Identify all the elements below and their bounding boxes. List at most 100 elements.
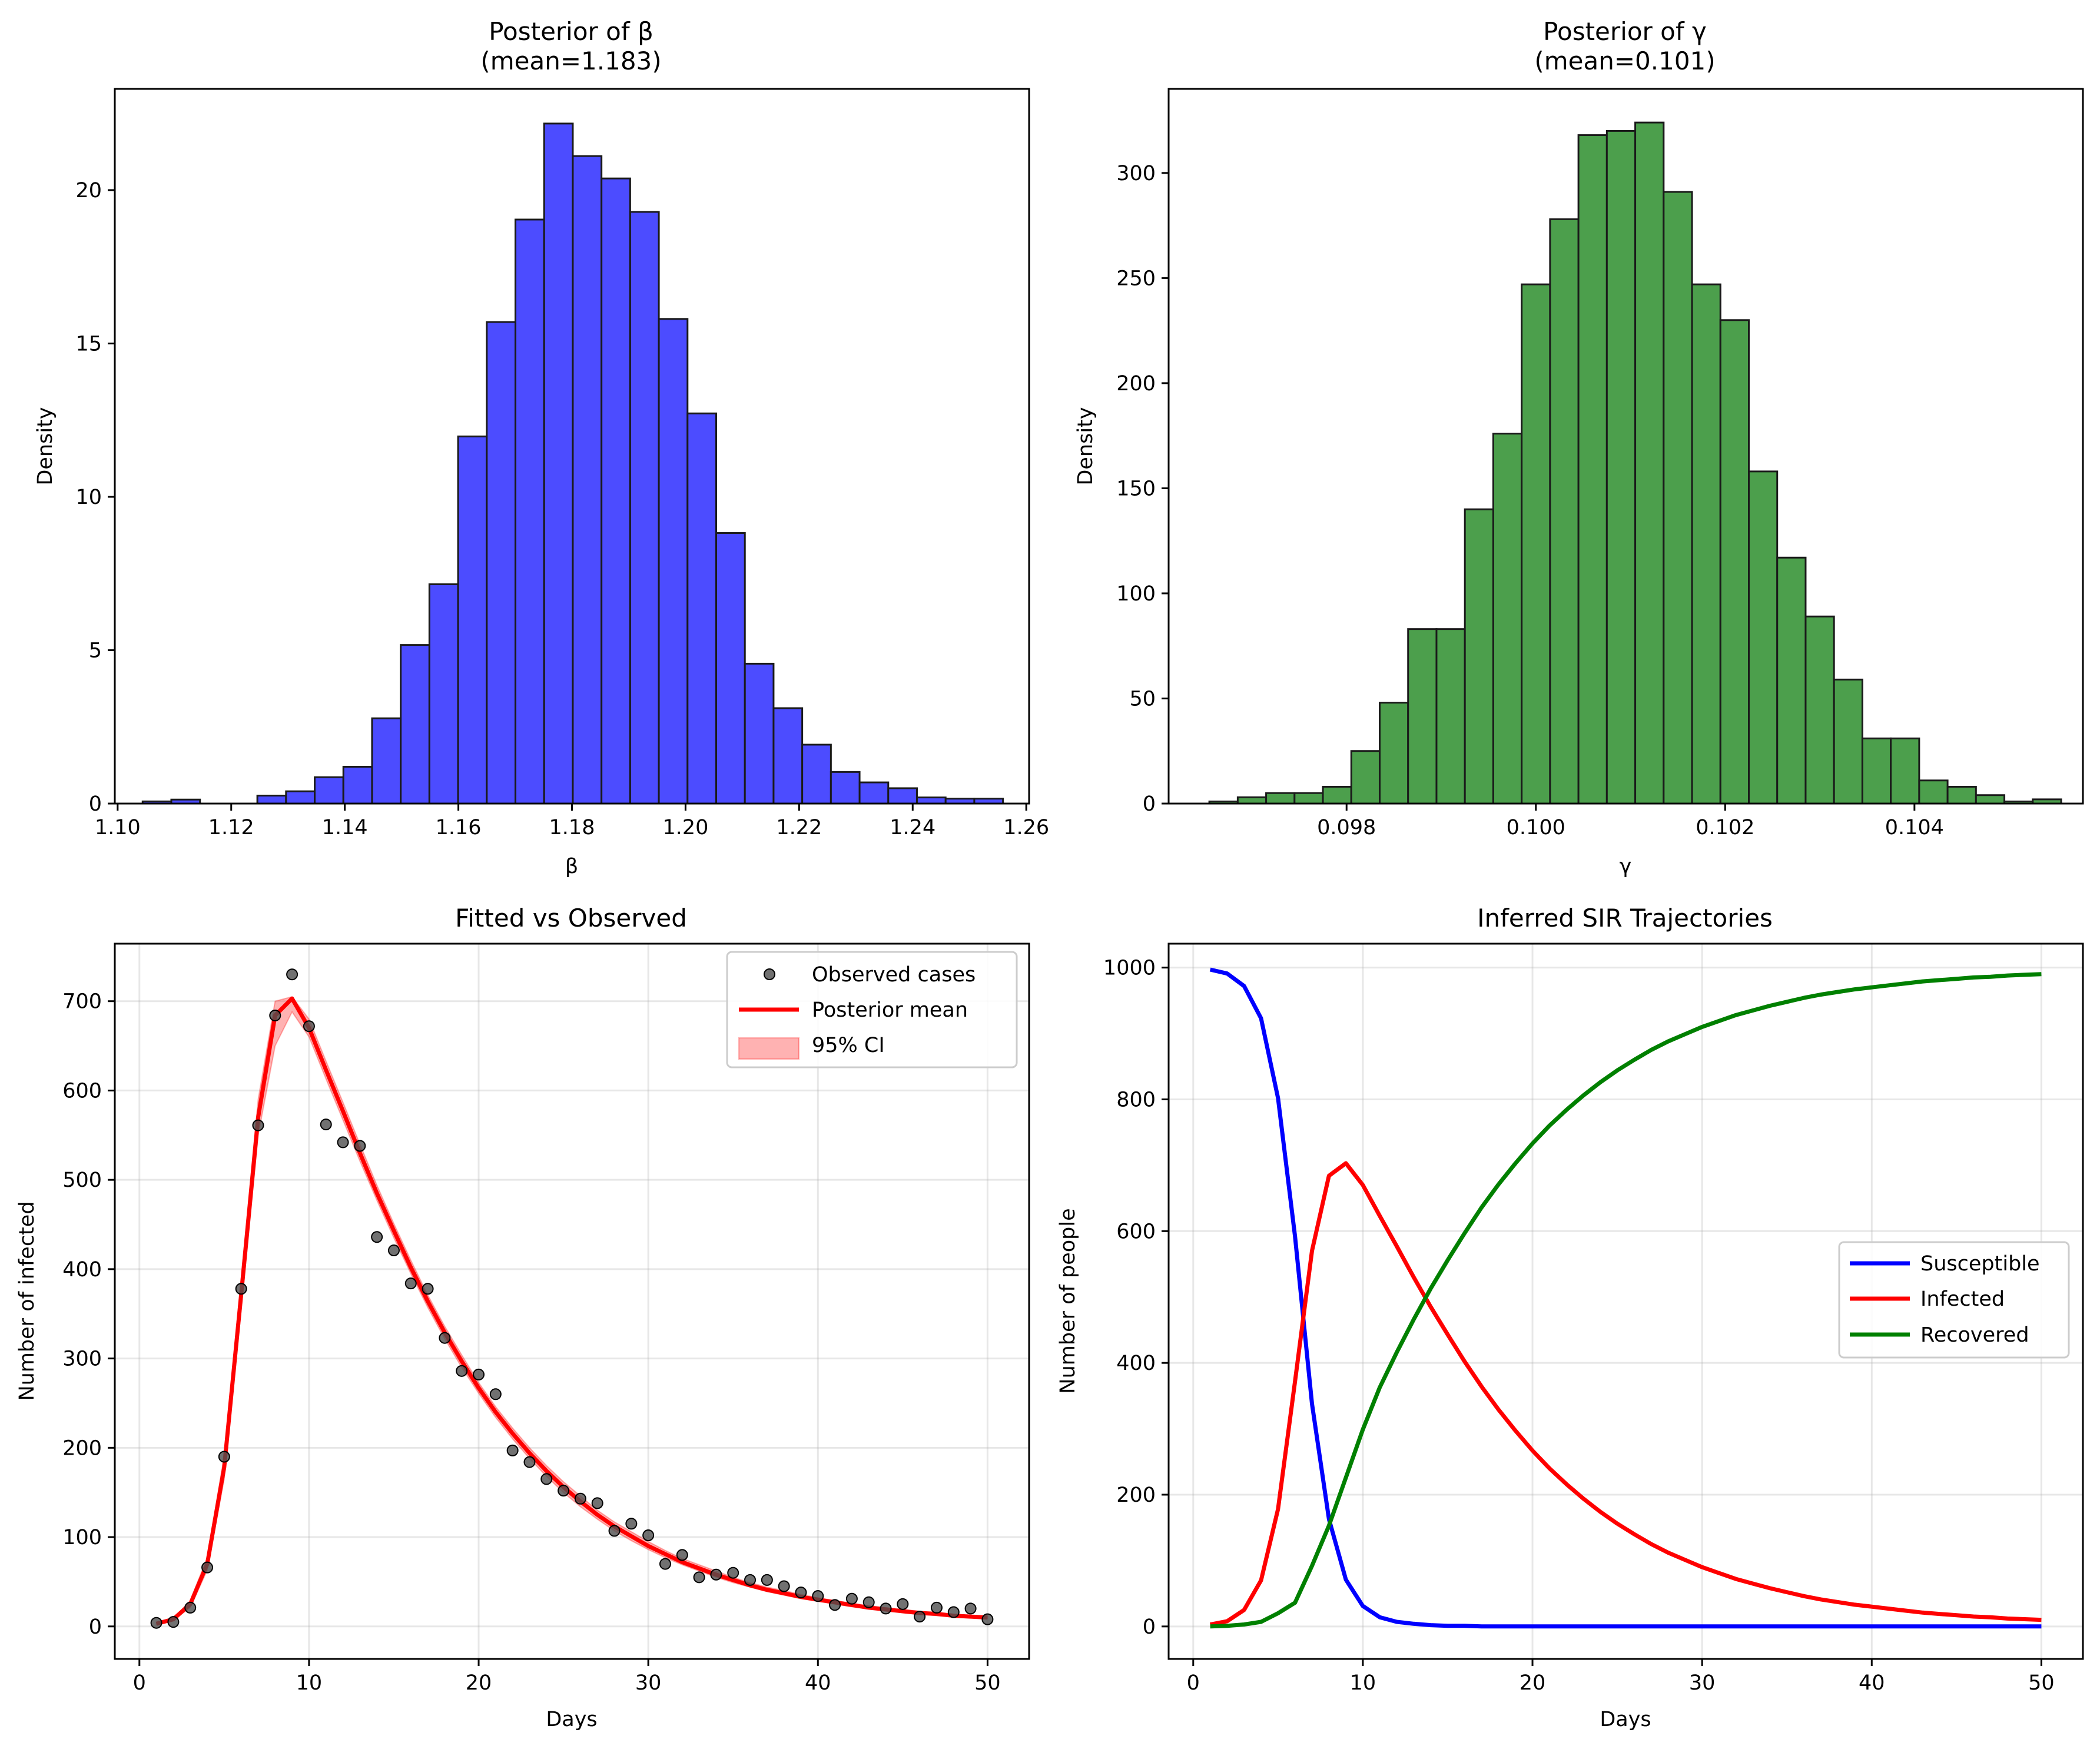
observed-case-point (456, 1365, 468, 1377)
sir-legend-box (1838, 1241, 2070, 1359)
sir-y-tick-label: 600 (1116, 1220, 1156, 1243)
beta-x-ticks: 1.10 1.12 1.14 1.16 1.18 1.20 1.22 1.24 1.26 (95, 804, 1049, 839)
beta-x-tick-label: 1.16 (436, 816, 482, 839)
beta-histogram-bar (400, 644, 430, 805)
gamma-histogram-bar (1464, 508, 1494, 805)
sir-recovered-line (1210, 972, 2042, 1629)
beta-histogram-bar (515, 218, 545, 805)
gamma-subtitle: (mean=0.101) (1534, 47, 1715, 75)
observed-case-point (608, 1525, 621, 1537)
gamma-y-tick-label: 50 (1129, 687, 1156, 711)
gamma-histogram-bar (1719, 319, 1750, 805)
beta-histogram-bar (772, 707, 804, 805)
beta-histogram-bar (658, 318, 689, 805)
observed-case-point (371, 1231, 383, 1243)
observed-case-point (218, 1451, 230, 1463)
gamma-histogram-bar (1833, 678, 1863, 805)
beta-histogram-bar (744, 662, 775, 805)
gamma-y-tick-label: 0 (1143, 792, 1156, 816)
gamma-histogram-bar (1776, 556, 1807, 805)
gamma-y-axis-label: Density (1074, 407, 1097, 485)
sir-susceptible-line (1209, 967, 2042, 1629)
legend-susceptible-label: Susceptible (1920, 1252, 2040, 1276)
observed-case-point (744, 1574, 757, 1586)
observed-case-point (387, 1244, 400, 1257)
beta-histogram-bar (256, 794, 287, 805)
fit-observed-points (150, 968, 994, 1629)
gamma-x-tick-label: 0.098 (1317, 816, 1376, 839)
beta-x-tick-label: 1.14 (322, 816, 368, 839)
observed-case-point (914, 1611, 926, 1623)
beta-x-tick-label: 1.20 (662, 816, 708, 839)
beta-x-tick-label: 1.24 (890, 816, 935, 839)
observed-case-point (676, 1549, 688, 1561)
observed-case-point (642, 1529, 655, 1542)
sir-x-tick-label: 40 (1859, 1671, 1885, 1695)
observed-case-point (473, 1368, 485, 1380)
gamma-histogram-bar (1379, 702, 1409, 805)
sir-x-tick-label: 50 (2028, 1671, 2055, 1695)
fit-y-tick-label: 600 (62, 1079, 102, 1103)
gamma-histogram-bar (1236, 796, 1268, 805)
fit-plot-frame (114, 942, 1030, 1660)
sir-y-tick-label: 0 (1143, 1615, 1156, 1639)
observed-case-point (947, 1606, 960, 1618)
gamma-y-tick-label: 250 (1116, 267, 1156, 290)
observed-case-point (320, 1119, 332, 1131)
observed-case-point (591, 1497, 603, 1509)
gamma-x-axis-label: γ (1620, 855, 1632, 878)
sir-trajectories-panel: Inferred SIR Trajectories 0 10 20 30 40 50 0 2… (1056, 904, 2084, 1731)
beta-y-tick-label: 20 (75, 179, 102, 203)
beta-y-ticks: 0 5 10 15 20 (75, 179, 115, 816)
observed-case-point (167, 1616, 180, 1628)
sir-x-tick-label: 30 (1689, 1671, 1716, 1695)
fit-legend: Observed cases Posterior mean 95% CI (726, 951, 1018, 1068)
beta-histogram-bar (801, 744, 832, 805)
sir-y-tick-label: 400 (1116, 1352, 1156, 1375)
fit-posterior-mean-line (155, 996, 988, 1626)
beta-histogram-bar (342, 765, 373, 805)
observed-case-point (778, 1580, 790, 1592)
legend-observed-label: Observed cases (812, 963, 976, 987)
observed-case-point (880, 1602, 892, 1615)
beta-histogram-panel: Posterior of β (mean=1.183) 1.10 1.12 1.14… (34, 17, 1049, 878)
fit-x-tick-label: 40 (805, 1671, 831, 1695)
observed-case-point (845, 1592, 858, 1605)
observed-case-point (574, 1492, 586, 1505)
sir-x-tick-label: 10 (1350, 1671, 1376, 1695)
fit-grid (115, 944, 1029, 1659)
gamma-histogram-bar (1521, 283, 1551, 805)
beta-y-tick-label: 10 (75, 486, 102, 509)
legend-observed-marker (764, 968, 775, 980)
gamma-y-ticks: 0 50 100 150 200 250 300 (1116, 162, 1169, 816)
beta-histogram-bar (858, 781, 890, 805)
observed-case-point (150, 1617, 162, 1629)
legend-infected-label: Infected (1920, 1287, 2005, 1311)
gamma-histogram-bar (1946, 785, 1977, 805)
observed-case-point (930, 1601, 943, 1614)
beta-histogram-bar (314, 776, 344, 805)
fit-y-tick-label: 200 (62, 1436, 102, 1460)
observed-case-point (201, 1561, 214, 1574)
beta-histogram-bar (629, 211, 660, 805)
sir-y-tick-label: 800 (1116, 1088, 1156, 1111)
observed-case-point (506, 1444, 519, 1456)
observed-case-point (897, 1598, 909, 1610)
beta-title: Posterior of β (489, 17, 653, 46)
observed-case-point (439, 1332, 451, 1344)
beta-x-tick-label: 1.26 (1003, 816, 1049, 839)
legend-recovered-label: Recovered (1920, 1323, 2029, 1347)
beta-histogram-bar (715, 532, 746, 805)
fit-y-tick-label: 700 (62, 990, 102, 1014)
observed-case-point (489, 1388, 502, 1400)
gamma-histogram-bar (1691, 283, 1721, 805)
gamma-histogram-bar (1293, 792, 1324, 805)
beta-histogram-bar (428, 583, 459, 805)
sir-y-axis-label: Number of people (1056, 1208, 1080, 1393)
sir-y-tick-label: 200 (1116, 1484, 1156, 1507)
observed-case-point (795, 1587, 807, 1599)
observed-case-point (286, 968, 298, 981)
legend-ci-patch (738, 1037, 799, 1060)
beta-x-axis-label: β (565, 855, 578, 878)
